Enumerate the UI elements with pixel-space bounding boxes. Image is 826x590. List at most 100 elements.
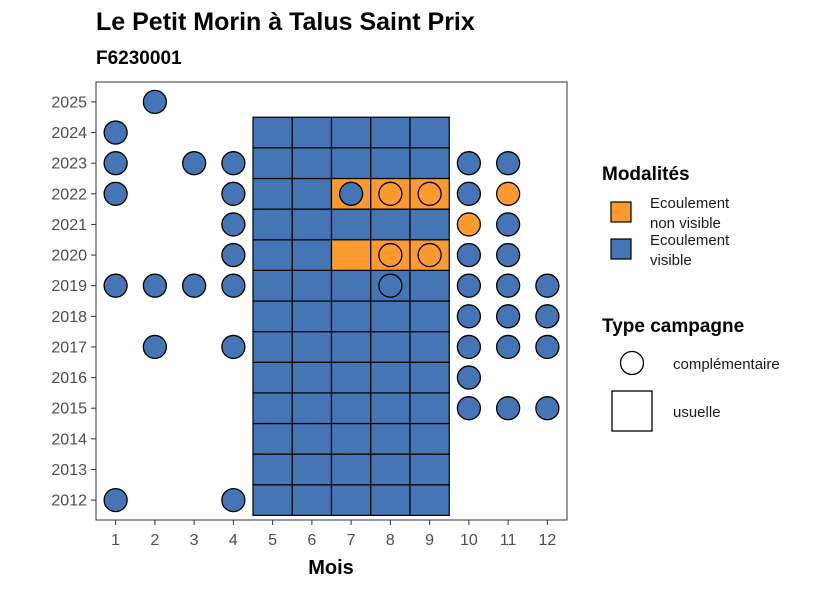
tile-usuelle	[252, 269, 293, 302]
y-tick-label: 2012	[51, 493, 87, 510]
legend-modalites-title: Modalités	[602, 164, 690, 185]
point-complementaire	[495, 304, 521, 329]
tile-usuelle	[370, 208, 411, 241]
x-tick-label: 1	[111, 532, 120, 549]
point-complementaire	[456, 181, 482, 206]
point-complementaire	[338, 181, 364, 206]
point-complementaire	[456, 334, 482, 360]
legend-circle-key	[619, 350, 645, 376]
chart-subtitle: F6230001	[96, 48, 182, 69]
y-tick-label: 2017	[51, 339, 87, 356]
tile-usuelle	[409, 147, 450, 180]
point-complementaire	[103, 487, 128, 513]
legend-label: non visible	[650, 215, 721, 232]
point-complementaire	[221, 212, 246, 237]
point-complementaire	[417, 242, 442, 268]
legend-type-title: Type campagne	[602, 316, 744, 337]
tile-usuelle	[252, 239, 293, 271]
tile-usuelle	[291, 269, 333, 302]
point-complementaire	[103, 181, 128, 206]
point-complementaire	[103, 120, 128, 145]
tile-usuelle	[370, 116, 411, 149]
tile-usuelle	[409, 208, 450, 241]
point-complementaire	[221, 273, 246, 298]
legend-modalite-item: Ecoulement non visible	[610, 195, 730, 232]
tile-usuelle	[252, 422, 293, 455]
y-tick-label: 2014	[51, 431, 87, 448]
point-complementaire	[378, 181, 403, 206]
y-tick-label: 2019	[51, 278, 87, 295]
tile-usuelle	[409, 269, 450, 302]
point-complementaire	[456, 365, 482, 390]
point-complementaire	[142, 89, 168, 115]
tile-usuelle	[291, 453, 333, 486]
tile-usuelle	[252, 331, 293, 363]
point-complementaire	[535, 396, 560, 421]
tile-usuelle	[291, 147, 333, 180]
legend-label: Ecoulement	[650, 195, 730, 212]
tile-usuelle	[370, 422, 411, 455]
legend-label: Ecoulement	[650, 232, 730, 249]
point-complementaire	[535, 273, 560, 298]
tile-usuelle	[330, 116, 372, 149]
point-complementaire	[378, 273, 403, 298]
x-tick-label: 9	[425, 532, 434, 549]
tile-usuelle	[409, 422, 450, 455]
tile-usuelle	[330, 453, 372, 486]
tile-usuelle	[370, 300, 411, 333]
tile-usuelle	[252, 392, 293, 425]
tile-usuelle	[330, 147, 372, 180]
y-tick-label: 2024	[51, 125, 87, 142]
x-tick-label: 11	[500, 532, 517, 549]
tile-usuelle	[291, 422, 333, 455]
y-tick-label: 2023	[51, 156, 87, 173]
tile-usuelle	[252, 116, 293, 149]
tile-usuelle	[409, 484, 450, 517]
tile-usuelle	[291, 116, 333, 149]
legend-label: visible	[650, 252, 692, 269]
tile-usuelle	[370, 331, 411, 363]
x-tick-label: 6	[307, 532, 316, 549]
tile-usuelle	[409, 300, 450, 333]
point-complementaire	[456, 396, 482, 421]
tile-usuelle	[409, 331, 450, 363]
tile-usuelle	[370, 484, 411, 517]
point-complementaire	[142, 334, 168, 360]
point-complementaire	[495, 273, 521, 298]
tile-usuelle	[291, 177, 333, 210]
legend-swatch	[610, 201, 632, 223]
point-complementaire	[417, 181, 442, 206]
legend-label: complémentaire	[673, 356, 780, 373]
x-tick-label: 3	[190, 532, 199, 549]
point-complementaire	[103, 273, 128, 298]
y-tick-label: 2015	[51, 401, 87, 418]
point-complementaire	[456, 242, 482, 268]
point-complementaire	[495, 181, 521, 206]
tile-usuelle	[370, 361, 411, 394]
plot-area	[95, 81, 568, 521]
point-complementaire	[221, 487, 246, 513]
point-complementaire	[495, 151, 521, 176]
tile-usuelle	[330, 392, 372, 425]
legend-modalite-item: Ecoulement visible	[610, 232, 730, 269]
x-tick-label: 4	[229, 532, 238, 549]
tile-usuelle	[409, 116, 450, 149]
point-complementaire	[142, 273, 168, 298]
point-complementaire	[103, 151, 128, 176]
y-tick-label: 2022	[51, 186, 87, 203]
tile-usuelle	[370, 392, 411, 425]
tile-usuelle	[291, 484, 333, 517]
tile-usuelle	[252, 453, 293, 486]
chart-title: Le Petit Morin à Talus Saint Prix	[96, 8, 475, 36]
legend-square-key	[611, 390, 653, 432]
tile-usuelle	[330, 422, 372, 455]
tile-usuelle	[370, 147, 411, 180]
tile-usuelle	[291, 392, 333, 425]
x-tick-label: 2	[150, 532, 159, 549]
y-tick-label: 2018	[51, 309, 87, 326]
y-tick-label: 2025	[51, 94, 87, 111]
tile-usuelle	[409, 361, 450, 394]
point-complementaire	[535, 304, 560, 329]
point-complementaire	[221, 151, 246, 176]
point-complementaire	[456, 304, 482, 329]
